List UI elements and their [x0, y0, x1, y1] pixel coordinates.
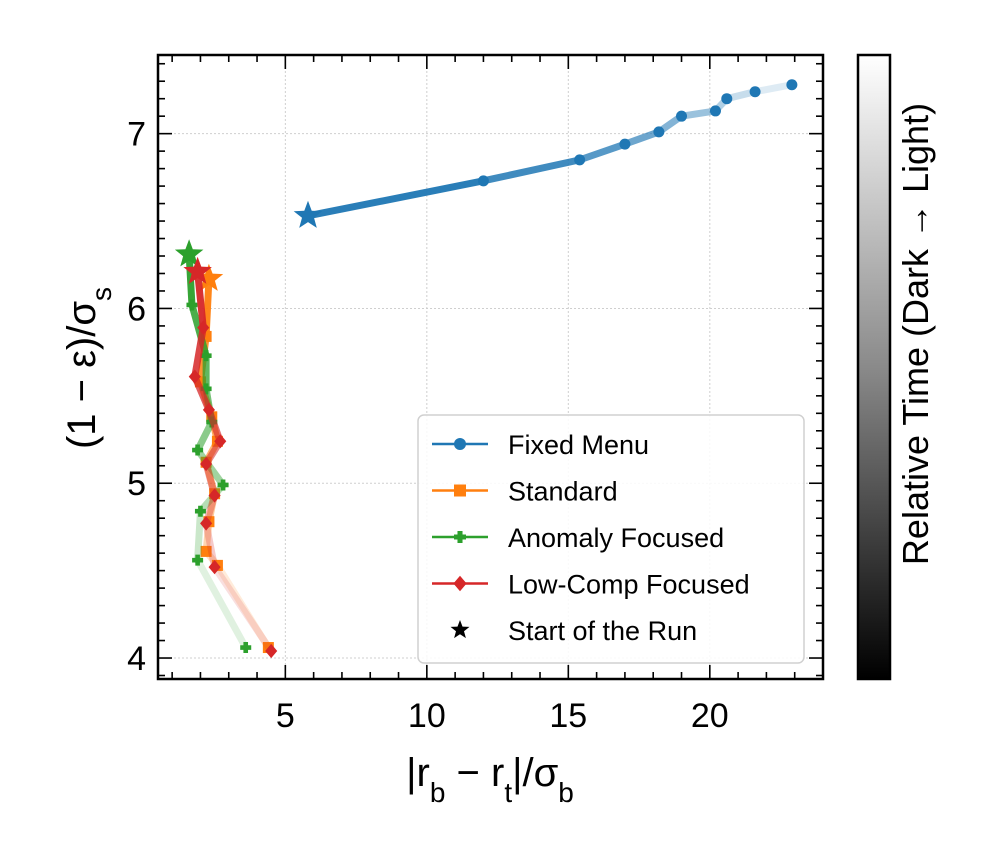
segment-low-comp-focused-2: [191, 373, 213, 414]
x-label-sub-b1: b: [430, 777, 446, 808]
segment-fixed-menu-2: [576, 140, 629, 164]
point-low-comp-focused-8: [208, 559, 221, 575]
point-standard-1: [200, 330, 212, 342]
legend-marker-star: [450, 620, 470, 639]
point-anomaly-focused-9: [240, 642, 252, 654]
point-fixed-menu-9: [786, 79, 798, 91]
point-low-comp-focused-4: [214, 434, 227, 449]
point-low-comp-focused-1: [197, 320, 210, 335]
legend-label: Anomaly Focused: [508, 523, 724, 553]
legend: Fixed Menu Standard Anomaly Focused Low-Com…: [417, 414, 805, 664]
legend-item-standard: Standard: [432, 477, 618, 507]
point-anomaly-focused-5: [192, 444, 204, 456]
segment-low-comp-focused-0: [194, 268, 207, 332]
segment-anomaly-focused-1: [188, 301, 210, 360]
point-standard-8: [200, 545, 212, 557]
start-star-anomaly-focused: [174, 239, 204, 267]
x-label-sub-b2: b: [558, 777, 574, 808]
point-fixed-menu-1: [477, 175, 489, 187]
point-anomaly-focused-1: [186, 299, 198, 311]
segment-low-comp-focused-3: [205, 406, 224, 445]
segment-standard-9: [213, 561, 272, 652]
y-tick-label-6: 6: [127, 290, 146, 328]
segment-anomaly-focused-7: [194, 507, 204, 564]
y-tick-label-4: 4: [127, 640, 146, 678]
legend-label: Low-Comp Focused: [508, 570, 750, 600]
point-fixed-menu-3: [619, 138, 631, 150]
segment-anomaly-focused-4: [194, 418, 216, 454]
point-fixed-menu-2: [574, 154, 586, 166]
x-tick-label-10: 10: [408, 697, 446, 735]
x-label-part-0: |r: [406, 751, 430, 795]
start-star-fixed-menu: [293, 200, 323, 228]
series-layer: [174, 79, 798, 659]
point-anomaly-focused-2: [200, 350, 212, 362]
point-low-comp-focused-5: [200, 456, 213, 472]
colorbar-label: Relative Time (Dark → Light): [895, 103, 936, 565]
legend-marker-square: [454, 484, 466, 497]
y-tick-label-5: 5: [127, 465, 146, 503]
legend-label: Standard: [508, 477, 618, 507]
x-label-sub-t: t: [504, 777, 512, 808]
segment-low-comp-focused-8: [211, 563, 275, 655]
x-tick-label-20: 20: [691, 697, 729, 735]
point-fixed-menu-4: [653, 126, 665, 138]
series-low-comp-focused: [183, 256, 278, 659]
point-anomaly-focused-3: [200, 383, 212, 395]
x-label-part-4: |/σ: [512, 751, 559, 795]
x-label-part-2: − r: [445, 751, 504, 795]
legend-label: Start of the Run: [508, 616, 697, 646]
colorbar: [856, 53, 892, 681]
x-tick-label-5: 5: [276, 697, 295, 735]
point-anomaly-focused-6: [217, 479, 229, 491]
segment-anomaly-focused-8: [194, 556, 250, 652]
y-label-part-0: (1 − ε)/σ: [60, 301, 104, 449]
start-star-low-comp-focused: [183, 256, 212, 284]
start-star-standard: [194, 263, 224, 291]
point-fixed-menu-7: [721, 93, 733, 105]
legend-marker-diamond: [453, 575, 467, 592]
legend-marker-plus: [454, 531, 467, 543]
legend-item-low-comp-focused: Low-Comp Focused: [432, 570, 750, 600]
point-anomaly-focused-7: [194, 505, 206, 517]
plot-frame: [156, 53, 825, 681]
point-anomaly-focused-8: [192, 554, 204, 566]
legend-label: Fixed Menu: [508, 430, 649, 460]
segment-fixed-menu-8: [751, 81, 796, 96]
point-low-comp-focused-3: [202, 402, 215, 417]
segment-fixed-menu-5: [678, 107, 719, 120]
point-low-comp-focused-9: [265, 643, 278, 659]
x-axis-label: |rb − rt|/σb: [406, 751, 574, 808]
segment-low-comp-focused-7: [202, 519, 219, 571]
segment-anomaly-focused-5: [194, 446, 227, 489]
segment-fixed-menu-0: [304, 177, 487, 220]
legend-item-anomaly-focused: Anomaly Focused: [432, 523, 724, 553]
y-axis-label: (1 − ε)/σs: [60, 287, 117, 449]
legend-box: [417, 414, 805, 664]
segment-fixed-menu-1: [479, 156, 584, 185]
point-fixed-menu-5: [676, 110, 688, 122]
segment-fixed-menu-3: [621, 128, 663, 148]
point-low-comp-focused-6: [208, 488, 221, 503]
point-fixed-menu-6: [709, 105, 721, 117]
point-low-comp-focused-2: [188, 369, 201, 384]
segment-low-comp-focused-1: [191, 324, 207, 381]
y-tick-label-7: 7: [127, 116, 146, 154]
legend-item-start-of-the-run: Start of the Run: [450, 616, 697, 646]
series-fixed-menu: [293, 79, 798, 228]
legend-item-fixed-menu: Fixed Menu: [432, 430, 649, 460]
point-fixed-menu-8: [749, 86, 761, 98]
x-tick-label-15: 15: [549, 697, 587, 735]
y-label-sub-s: s: [86, 287, 117, 301]
legend-marker-circle: [454, 438, 466, 450]
point-low-comp-focused-7: [200, 516, 213, 531]
